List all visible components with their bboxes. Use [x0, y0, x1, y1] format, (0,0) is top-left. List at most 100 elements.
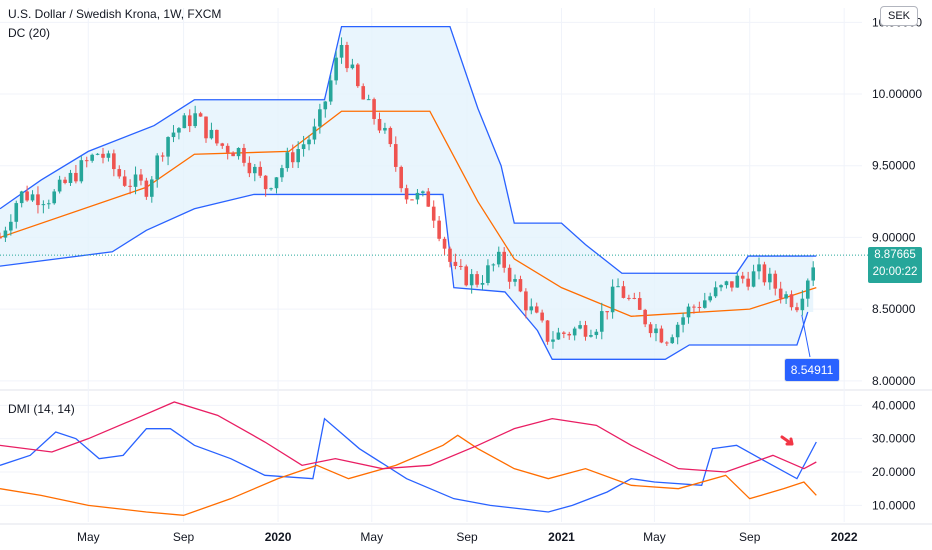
time-tick-label: 2021 [548, 530, 575, 544]
candle-body [182, 115, 187, 129]
candle-body [90, 154, 94, 161]
price-tick-label: 9.50000 [872, 159, 916, 173]
candle-body [659, 328, 664, 343]
candle-body [616, 286, 620, 288]
candle-body [30, 194, 35, 201]
currency-badge[interactable]: SEK [880, 6, 918, 26]
candle-body [589, 335, 593, 337]
candle-body [415, 192, 420, 200]
candle-body [437, 220, 441, 239]
candle-body [258, 166, 263, 176]
candle-body [280, 168, 284, 178]
dc-lower-line [0, 193, 809, 360]
candle-body [350, 64, 355, 69]
candle-body [95, 153, 100, 155]
dmi-tick-label: 30.0000 [872, 432, 916, 446]
candle-body [253, 166, 257, 174]
candle-body [290, 152, 295, 163]
candle-body [133, 174, 138, 187]
candle-body [545, 320, 550, 342]
candle-body [811, 267, 816, 281]
last-price-value: 8.87665 [874, 249, 916, 261]
candle-body [692, 306, 696, 308]
annotation-label[interactable]: 8.54911 [784, 358, 840, 382]
candle-body [393, 144, 398, 167]
candle-body [730, 281, 734, 288]
candle-body [144, 180, 149, 197]
candle-body [675, 324, 680, 338]
candle-body [139, 174, 143, 181]
candle-body [193, 113, 197, 127]
candle-body [784, 294, 788, 299]
time-tick-label: 2022 [831, 530, 858, 544]
candle-body [431, 206, 436, 221]
candle-body [128, 185, 132, 187]
candle-body [25, 191, 29, 201]
candle-body [122, 176, 127, 186]
candle-body [296, 149, 300, 163]
candle-body [307, 139, 311, 145]
candle-body [52, 191, 57, 204]
candle-body [518, 279, 523, 292]
time-tick-label: 2020 [265, 530, 292, 544]
candle-body [524, 291, 528, 311]
chart-title: U.S. Dollar / Swedish Krona, 1W, FXCM [8, 7, 222, 21]
candle-body [339, 44, 344, 58]
candle-body [529, 306, 534, 311]
dmi-lines [0, 401, 817, 516]
candle-body [220, 143, 225, 146]
candle-body [719, 285, 723, 288]
candle-body [149, 179, 154, 197]
candle-body [567, 333, 572, 336]
candle-body [14, 203, 19, 222]
time-tick-label: May [77, 530, 100, 544]
candle-body [312, 126, 317, 140]
candle-body [578, 325, 582, 329]
candle-body [627, 297, 631, 299]
candle-body [464, 266, 469, 286]
candle-body [57, 179, 62, 192]
candle-body [735, 275, 740, 288]
candle-body [789, 294, 794, 308]
candle-body [323, 101, 328, 110]
candle-body [442, 238, 447, 249]
candle-body [556, 332, 561, 340]
candle-body [177, 128, 181, 133]
annotation-connector [801, 314, 811, 358]
time-tick-label: May [360, 530, 383, 544]
candle-body [117, 169, 122, 177]
candle-body [453, 261, 458, 266]
candle-body [247, 162, 252, 174]
candle-body [778, 288, 783, 299]
candle-body [198, 113, 203, 117]
dmi-tick-label: 20.0000 [872, 465, 916, 479]
candle-body [746, 278, 750, 287]
candle-body [757, 264, 761, 272]
candle-body [166, 137, 170, 157]
candle-body [599, 311, 604, 332]
candle-body [263, 175, 268, 190]
candle-body [605, 311, 609, 313]
candle-body [63, 179, 67, 183]
candle-body [301, 144, 306, 150]
candle-body [654, 328, 658, 334]
dmi-indicator-label[interactable]: DMI (14, 14) [8, 402, 75, 416]
candle-body [328, 80, 333, 102]
candle-body [101, 153, 105, 158]
candle-body [160, 155, 165, 157]
candle-body [534, 306, 539, 313]
candle-body [366, 99, 371, 101]
candle-body [486, 265, 490, 283]
candle-body [74, 172, 78, 182]
dc-upper-line [0, 25, 817, 274]
candle-body [404, 188, 409, 200]
dc-indicator-label[interactable]: DC (20) [8, 26, 51, 40]
candle-body [356, 64, 360, 87]
candle-body [274, 177, 279, 189]
candle-body [155, 155, 160, 180]
candle-body [377, 118, 382, 131]
di-minus-line [0, 434, 817, 516]
candle-body [768, 273, 772, 283]
